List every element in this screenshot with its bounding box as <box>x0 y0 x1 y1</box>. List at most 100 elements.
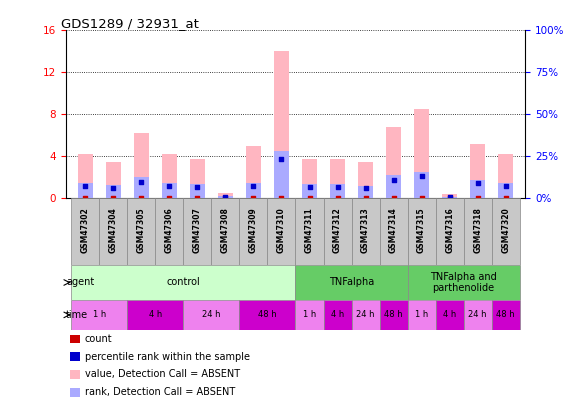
Bar <box>386 175 401 198</box>
Bar <box>302 184 317 198</box>
Bar <box>442 194 457 198</box>
Text: 1 h: 1 h <box>303 310 316 320</box>
Bar <box>330 158 345 198</box>
Text: 48 h: 48 h <box>384 310 403 320</box>
Bar <box>414 172 429 198</box>
Text: 24 h: 24 h <box>356 310 375 320</box>
Point <box>221 194 230 201</box>
Text: control: control <box>167 277 200 288</box>
Text: 4 h: 4 h <box>331 310 344 320</box>
Text: GSM47310: GSM47310 <box>277 208 286 254</box>
Text: GSM47308: GSM47308 <box>221 208 230 254</box>
Point <box>305 194 314 201</box>
Text: GSM47306: GSM47306 <box>165 208 174 254</box>
Point <box>361 194 370 201</box>
Point <box>165 183 174 189</box>
Bar <box>71 265 296 300</box>
Bar <box>134 133 149 198</box>
Text: 48 h: 48 h <box>496 310 515 320</box>
Bar <box>239 198 267 265</box>
Point <box>473 194 482 201</box>
Point <box>193 183 202 190</box>
Bar <box>436 300 464 330</box>
Bar <box>183 300 239 330</box>
Text: TNFalpha: TNFalpha <box>329 277 374 288</box>
Point <box>137 194 146 201</box>
Text: 48 h: 48 h <box>258 310 277 320</box>
Point <box>417 173 426 180</box>
Bar <box>324 300 352 330</box>
Bar <box>442 197 457 198</box>
Bar <box>464 198 492 265</box>
Point <box>305 183 314 190</box>
Point <box>389 194 398 201</box>
Text: time: time <box>66 310 89 320</box>
Bar <box>464 300 492 330</box>
Text: rank, Detection Call = ABSENT: rank, Detection Call = ABSENT <box>85 387 235 397</box>
Bar <box>380 300 408 330</box>
Bar <box>296 198 324 265</box>
Bar <box>386 127 401 198</box>
Bar <box>70 352 81 361</box>
Bar <box>358 162 373 198</box>
Text: GSM47307: GSM47307 <box>193 208 202 254</box>
Bar <box>78 183 93 198</box>
Text: 24 h: 24 h <box>468 310 487 320</box>
Point <box>108 185 118 191</box>
Point <box>221 194 230 200</box>
Bar <box>296 265 408 300</box>
Point <box>417 194 426 201</box>
Bar <box>78 154 93 198</box>
Bar <box>498 154 513 198</box>
Point <box>361 185 370 191</box>
Text: GSM47314: GSM47314 <box>389 208 398 254</box>
Bar <box>358 186 373 198</box>
Point <box>81 194 90 201</box>
Bar <box>218 196 233 198</box>
Text: percentile rank within the sample: percentile rank within the sample <box>85 352 250 362</box>
Bar <box>211 198 239 265</box>
Bar <box>127 198 155 265</box>
Bar <box>380 198 408 265</box>
Bar <box>134 177 149 198</box>
Bar <box>162 183 177 198</box>
Bar <box>70 388 81 396</box>
Bar <box>274 51 289 198</box>
Text: GSM47320: GSM47320 <box>501 208 510 254</box>
Bar <box>246 183 261 198</box>
Text: GSM47311: GSM47311 <box>305 208 314 254</box>
Text: GSM47318: GSM47318 <box>473 208 482 254</box>
Bar <box>408 198 436 265</box>
Text: GSM47315: GSM47315 <box>417 208 426 254</box>
Bar <box>470 144 485 198</box>
Text: GSM47316: GSM47316 <box>445 208 454 254</box>
Bar <box>352 198 380 265</box>
Text: GSM47302: GSM47302 <box>81 208 90 254</box>
Text: GSM47305: GSM47305 <box>137 208 146 254</box>
Point <box>108 194 118 201</box>
Point <box>501 194 510 201</box>
Point <box>445 194 454 200</box>
Bar <box>190 184 205 198</box>
Bar <box>106 185 121 198</box>
Bar <box>71 198 99 265</box>
Bar <box>267 198 296 265</box>
Bar <box>155 198 183 265</box>
Bar <box>246 146 261 198</box>
Text: 4 h: 4 h <box>148 310 162 320</box>
Bar <box>71 300 127 330</box>
Bar <box>127 300 183 330</box>
Point <box>165 194 174 201</box>
Bar <box>492 198 520 265</box>
Bar <box>296 300 324 330</box>
Bar <box>302 158 317 198</box>
Point <box>333 194 342 201</box>
Bar <box>330 184 345 198</box>
Bar <box>274 151 289 198</box>
Point <box>277 155 286 162</box>
Bar <box>183 198 211 265</box>
Point <box>473 179 482 186</box>
Bar <box>408 265 520 300</box>
Bar <box>70 335 81 343</box>
Text: GSM47304: GSM47304 <box>109 208 118 254</box>
